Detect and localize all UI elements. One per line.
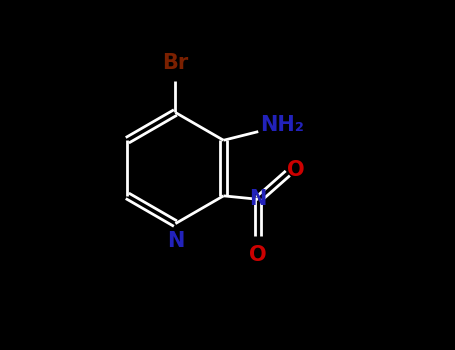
- Text: N: N: [167, 231, 184, 251]
- Text: O: O: [287, 160, 304, 180]
- Text: O: O: [249, 245, 267, 266]
- Text: N: N: [249, 189, 267, 209]
- Text: NH₂: NH₂: [260, 116, 304, 135]
- Text: Br: Br: [162, 52, 188, 72]
